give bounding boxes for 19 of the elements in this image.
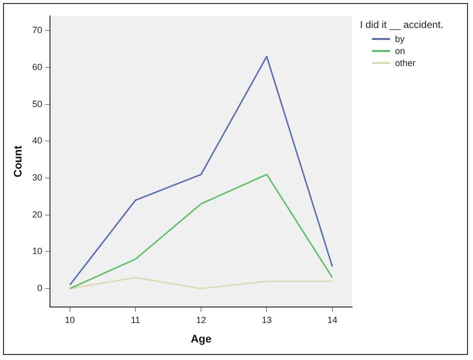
legend-title: I did it __ accident.	[360, 20, 444, 31]
y-tick-label: 0	[37, 283, 42, 294]
y-tick-label: 50	[32, 98, 42, 109]
y-tick-label: 60	[32, 62, 42, 72]
x-tick-label: 12	[196, 314, 206, 325]
y-axis-title: Count	[12, 145, 25, 178]
y-tick-label: 20	[32, 209, 42, 220]
y-tick-label: 70	[32, 25, 42, 36]
x-tick-label: 11	[130, 314, 140, 325]
x-axis-title: Age	[190, 333, 212, 346]
x-tick-label: 10	[64, 314, 75, 325]
legend-label: on	[395, 46, 406, 56]
y-tick-label: 40	[32, 136, 42, 146]
x-tick-label: 13	[262, 314, 272, 325]
x-tick-label: 14	[327, 314, 338, 325]
legend-label: other	[395, 58, 416, 68]
legend-label: by	[395, 34, 405, 44]
y-tick-label: 30	[32, 172, 42, 183]
y-tick-label: 10	[32, 246, 42, 256]
